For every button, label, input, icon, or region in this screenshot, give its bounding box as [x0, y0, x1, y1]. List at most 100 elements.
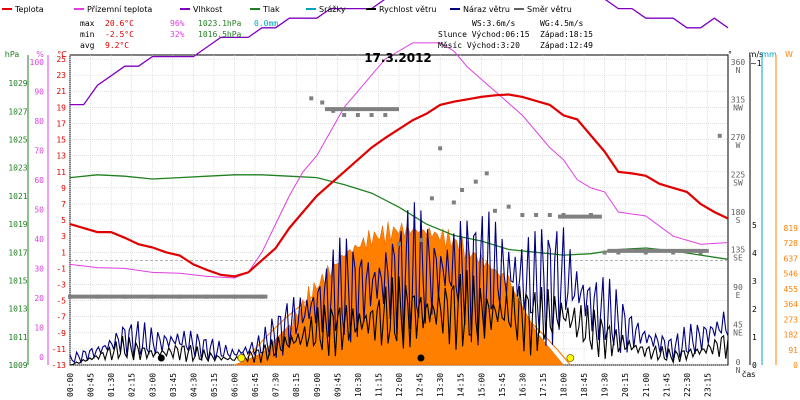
x-tick-label: 18:45 — [580, 373, 589, 397]
rain-unit: mm — [761, 50, 777, 59]
x-tick-label: 21:45 — [662, 373, 671, 397]
wind-direction-point — [520, 213, 525, 217]
temp-tick-label: -5 — [56, 297, 66, 306]
wind-direction-point — [460, 188, 465, 192]
wind-dir-name-label: N — [736, 66, 741, 75]
humidity-tick-label: 90 — [34, 88, 44, 97]
wind-gust-line — [69, 202, 729, 365]
pressure-tick-label: 1013 — [8, 305, 27, 314]
stats-max-hum: 96% — [170, 19, 185, 28]
wind-speed-tick-label: 1 — [752, 333, 757, 342]
x-axis-label: čas — [742, 369, 755, 379]
info-ws: WS:3.6m/s — [472, 19, 516, 28]
wind-dir-name-label: W — [736, 141, 741, 150]
legend-label: Srážky — [319, 5, 346, 14]
wind-dir-unit: ° — [728, 50, 732, 59]
wind-dir-deg-label: 90 — [733, 283, 743, 292]
humidity-tick-label: 80 — [34, 117, 44, 126]
wind-dir-deg-label: 180 — [731, 208, 746, 217]
temp-tick-label: 25 — [56, 55, 66, 64]
humidity-tick-label: 60 — [34, 176, 44, 185]
stats-min-press: 1016.5hPa — [198, 30, 242, 39]
wind-dir-deg-label: 270 — [731, 133, 746, 142]
legend-label: Rychlost větru — [379, 5, 436, 14]
x-tick-label: 17:15 — [539, 373, 548, 397]
axes: 00:00 00:45 01:30 02:15 03:00 03:45 04:30 05:15… — [5, 50, 798, 397]
x-tick-label: 11:15 — [374, 373, 383, 397]
temp-tick-label: 1 — [61, 248, 66, 257]
wind-direction-point — [484, 171, 489, 176]
x-tick-label: 19:30 — [601, 373, 610, 397]
wind-direction-point — [355, 113, 360, 117]
wind-direction-point — [602, 250, 607, 255]
stats-label: min — [80, 30, 95, 39]
moonrise-marker — [157, 354, 165, 362]
pressure-tick-label: 1021 — [8, 192, 27, 201]
temp-tick-label: 3 — [61, 232, 66, 241]
temp-tick-label: 13 — [56, 152, 66, 161]
x-tick-label: 12:00 — [395, 373, 404, 397]
info-moon-rise: Měsíc Východ:3:20 — [438, 41, 520, 50]
wind-speed-tick-label: 5 — [752, 221, 757, 230]
humidity-line — [70, 0, 729, 106]
info-sun-set: Západ:18:15 — [540, 30, 593, 39]
wind-direction-point — [397, 242, 401, 247]
x-tick-label: 15:00 — [477, 373, 486, 397]
humidity-tick-label: 20 — [34, 294, 44, 303]
wind-dir-name-label: S — [736, 216, 741, 225]
solar-tick-label: 455 — [784, 285, 799, 294]
pressure-tick-label: 1023 — [8, 164, 27, 173]
wind-dir-name-label: NE — [733, 329, 743, 338]
temp-tick-label: 21 — [56, 87, 66, 96]
temp-tick-label: 23 — [56, 71, 66, 80]
wind-dir-deg-label: 360 — [731, 58, 746, 67]
wind-speed-unit: m/s — [749, 50, 764, 59]
humidity-tick-label: 30 — [34, 265, 44, 274]
temp-tick-label: 17 — [56, 119, 66, 128]
stats-min-hum: 32% — [170, 30, 185, 39]
temp-tick-label: -3 — [56, 280, 66, 289]
x-tick-label: 03:45 — [169, 373, 178, 397]
temp-tick-label: -9 — [56, 329, 66, 338]
info-moon-set: Západ:12:49 — [540, 41, 593, 50]
wind-dir-deg-label: 45 — [733, 321, 743, 330]
temp-tick-label: 11 — [56, 168, 66, 177]
stats-label: max — [80, 19, 95, 28]
temp-tick-label: 9 — [61, 184, 66, 193]
x-tick-label: 21:00 — [642, 373, 651, 397]
x-tick-label: 01:30 — [107, 373, 116, 397]
stats-max-rain: 0.0mm — [254, 19, 278, 28]
temp-tick-label: -13 — [52, 361, 67, 370]
pressure-tick-label: 1017 — [8, 248, 27, 257]
x-tick-label: 06:45 — [251, 373, 260, 397]
chart-title: 17.3.2012 — [364, 51, 432, 65]
humidity-tick-label: 0 — [39, 353, 44, 362]
solar-tick-label: 728 — [784, 239, 799, 248]
temp-tick-label: 7 — [61, 200, 66, 209]
temp-tick-label: 15 — [56, 136, 66, 145]
x-tick-label: 06:00 — [231, 373, 240, 397]
temp-tick-label: 5 — [61, 216, 66, 225]
x-tick-label: 12:45 — [416, 373, 425, 397]
solar-tick-label: 0 — [793, 361, 798, 370]
series-lines — [68, 0, 729, 366]
x-tick-label: 00:45 — [87, 373, 96, 397]
x-tick-label: 00:00 — [66, 373, 75, 397]
stats-max-press: 1023.1hPa — [198, 19, 242, 28]
wind-speed-tick-label: 4 — [752, 249, 757, 258]
x-tick-label: 02:15 — [128, 373, 137, 397]
humidity-tick-label: 50 — [34, 206, 44, 215]
legend-label: Teplota — [14, 5, 44, 14]
moonset-marker — [417, 354, 425, 362]
x-tick-label: 18:00 — [560, 373, 569, 397]
pressure-tick-label: 1029 — [8, 79, 27, 88]
x-tick-label: 15:45 — [498, 373, 507, 397]
wind-dir-deg-label: 315 — [731, 96, 746, 105]
x-tick-label: 16:30 — [518, 373, 527, 397]
legend-label: Tlak — [262, 5, 280, 14]
temperature-line — [69, 93, 729, 278]
legend-label: Vlhkost — [193, 5, 222, 14]
sunset-marker — [566, 354, 575, 362]
x-tick-label: 09:45 — [333, 373, 342, 397]
